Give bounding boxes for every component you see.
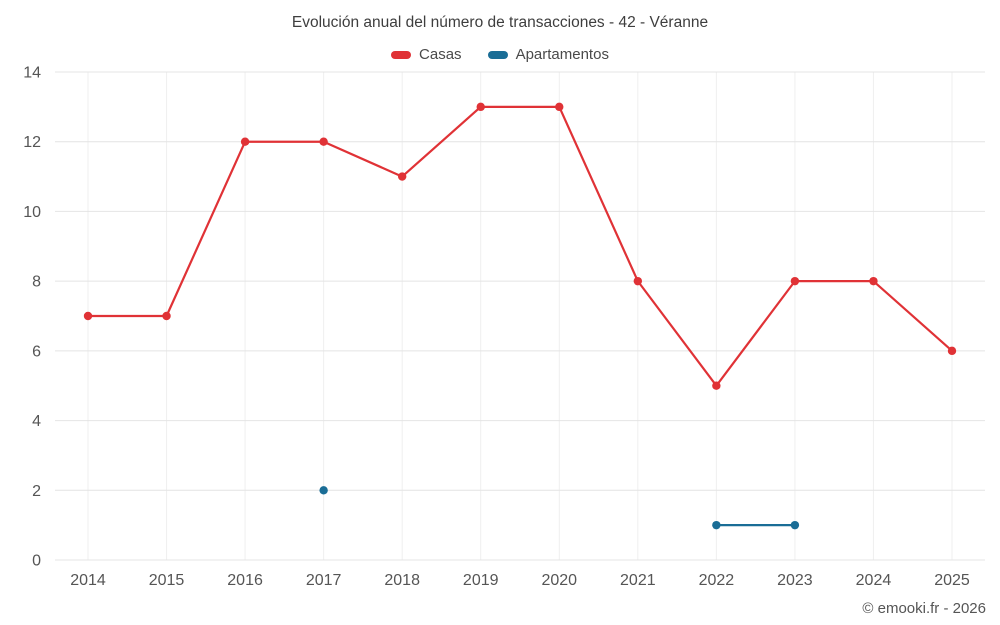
casas-data-point xyxy=(319,137,328,146)
apartamentos-data-point xyxy=(712,520,721,530)
chart-title: Evolución anual del número de transaccio… xyxy=(291,14,709,31)
x-axis-tick-label: 2020 xyxy=(541,572,577,589)
casas-data-point xyxy=(555,102,564,112)
apartamentos-data-point xyxy=(790,520,800,530)
casas-swatch-icon xyxy=(391,50,412,59)
casas-data-point xyxy=(633,276,643,286)
x-axis-tick-label: 2015 xyxy=(149,572,185,589)
chart-legend: Casas Apartamentos xyxy=(0,46,1000,63)
y-axis-tick-label: 8 xyxy=(32,274,41,291)
x-axis-tick-label: 2023 xyxy=(777,572,813,589)
legend-item-casas[interactable]: Casas xyxy=(391,46,462,63)
casas-data-point xyxy=(869,276,878,286)
y-axis-tick-label: 0 xyxy=(32,553,41,570)
casas-data-point xyxy=(83,311,93,321)
x-axis-tick-label: 2024 xyxy=(856,572,892,589)
casas-data-point xyxy=(947,346,957,356)
casas-data-point xyxy=(162,311,171,321)
x-axis-tick-label: 2017 xyxy=(306,572,342,589)
casas-data-point xyxy=(476,102,485,112)
casas-data-point xyxy=(790,276,800,286)
y-axis-tick-label: 2 xyxy=(32,483,41,500)
x-axis-tick-label: 2016 xyxy=(227,572,263,589)
apartamentos-swatch-icon xyxy=(487,50,508,59)
y-axis-tick-label: 10 xyxy=(23,204,41,221)
legend-label-casas: Casas xyxy=(419,46,462,63)
x-axis-tick-label: 2025 xyxy=(934,572,970,589)
y-axis-tick-label: 4 xyxy=(32,413,41,430)
y-axis-tick-label: 14 xyxy=(23,65,41,82)
casas-data-point xyxy=(240,137,250,146)
y-axis-tick-label: 12 xyxy=(23,134,41,151)
x-axis-tick-label: 2019 xyxy=(463,572,499,589)
legend-label-apartamentos: Apartamentos xyxy=(515,46,609,63)
legend-item-apartamentos[interactable]: Apartamentos xyxy=(487,46,609,63)
copyright-text: © emooki.fr - 2026 xyxy=(862,600,986,617)
apartamentos-data-point xyxy=(319,486,328,495)
casas-line xyxy=(86,105,954,387)
x-axis-tick-label: 2018 xyxy=(384,572,420,589)
x-axis-tick-label: 2014 xyxy=(70,572,106,589)
x-axis-tick-label: 2021 xyxy=(620,572,656,589)
y-axis-tick-label: 6 xyxy=(32,343,41,360)
casas-data-point xyxy=(397,172,407,181)
x-axis-tick-label: 2022 xyxy=(699,572,735,589)
casas-data-point xyxy=(712,381,721,390)
